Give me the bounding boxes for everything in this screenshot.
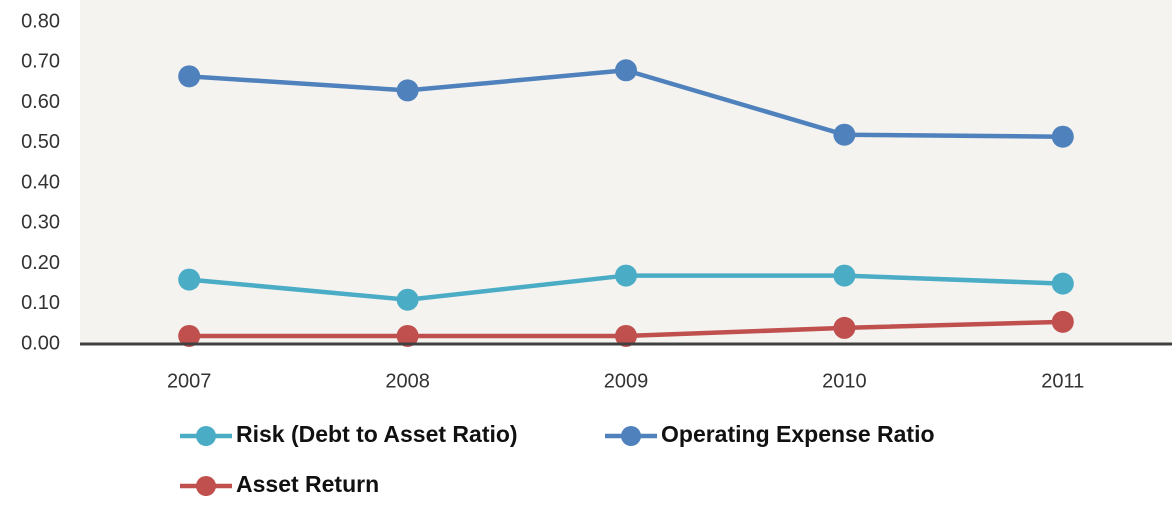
data-point [178,65,201,88]
data-point [833,123,856,146]
y-tick-label: 0.00 [21,332,60,354]
data-point [396,288,419,311]
data-point [396,79,419,102]
data-point [1051,272,1074,295]
data-point [396,324,419,347]
data-point [615,324,637,347]
y-tick-label: 0.30 [21,212,60,234]
data-point [615,264,637,287]
data-point [178,268,201,291]
y-tick-label: 0.10 [21,292,60,314]
x-tick-label: 2008 [385,370,430,392]
data-point [833,264,856,287]
data-point [833,316,856,339]
legend-label: Asset Return [236,471,379,497]
plot-area [80,0,1172,344]
y-tick-label: 0.40 [21,171,60,193]
legend-marker [621,426,641,446]
data-point [615,59,637,82]
legend-label: Risk (Debt to Asset Ratio) [236,421,518,447]
y-tick-label: 0.60 [21,91,60,113]
x-tick-label: 2011 [1041,370,1084,392]
legend-marker [196,476,216,496]
data-point [178,324,201,347]
data-point [1051,125,1074,148]
y-tick-label: 0.20 [21,252,60,274]
x-tick-label: 2010 [822,370,867,392]
y-tick-label: 0.50 [21,131,60,153]
legend-label: Operating Expense Ratio [661,421,935,447]
x-tick-label: 2009 [604,370,649,392]
legend-marker [196,426,216,446]
x-tick-label: 2007 [167,370,212,392]
y-tick-label: 0.80 [21,10,60,32]
y-tick-label: 0.70 [21,51,60,73]
data-point [1051,310,1074,333]
